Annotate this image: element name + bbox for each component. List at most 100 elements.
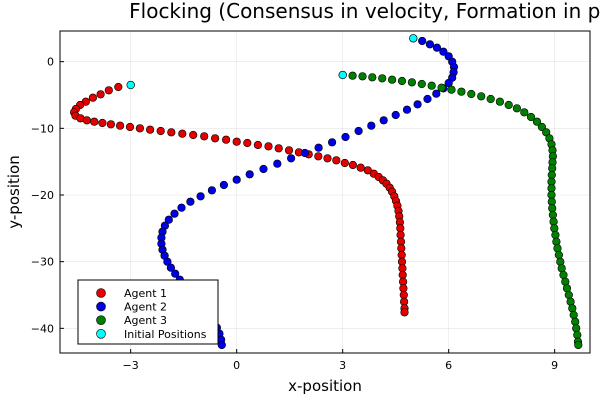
y-tick-label: −10 <box>31 122 54 135</box>
data-point <box>232 137 241 146</box>
y-tick-label: −20 <box>31 189 54 202</box>
data-point <box>557 264 566 273</box>
series-2 <box>157 34 459 350</box>
data-point <box>432 89 441 98</box>
data-point <box>284 146 294 155</box>
data-point <box>423 94 432 104</box>
data-point <box>211 134 220 143</box>
data-point <box>259 164 268 174</box>
data-point <box>106 120 115 129</box>
data-point <box>200 132 209 141</box>
data-point <box>358 72 367 81</box>
legend-marker <box>96 315 106 326</box>
data-point <box>427 81 436 90</box>
data-point <box>559 270 568 280</box>
data-point <box>253 140 262 150</box>
x-tick-label: 3 <box>339 359 346 372</box>
data-point <box>391 110 400 120</box>
data-point <box>526 112 536 122</box>
y-tick-label: −30 <box>31 256 54 269</box>
series-3 <box>338 70 583 350</box>
data-point <box>556 257 565 266</box>
data-point <box>368 73 377 82</box>
data-point <box>196 192 205 201</box>
x-tick-label: −3 <box>123 359 139 372</box>
data-point <box>207 186 216 195</box>
y-tick-label: −40 <box>31 322 54 335</box>
legend-label: Agent 3 <box>124 314 167 327</box>
data-point <box>341 132 350 142</box>
data-point <box>189 130 198 140</box>
legend-label: Agent 1 <box>124 287 167 300</box>
data-point <box>82 116 91 125</box>
data-point <box>425 40 435 49</box>
data-point <box>314 152 323 161</box>
data-point <box>568 304 577 313</box>
data-points <box>69 34 583 350</box>
series-1 <box>69 80 409 317</box>
data-point <box>379 116 388 125</box>
data-point <box>219 180 228 190</box>
data-point <box>439 47 448 56</box>
data-point <box>495 97 505 106</box>
data-point <box>90 117 99 126</box>
data-point <box>551 230 560 240</box>
data-point <box>378 74 387 83</box>
data-point <box>245 170 254 179</box>
legend-marker <box>96 288 106 298</box>
data-point <box>167 128 176 137</box>
data-point <box>114 82 123 92</box>
data-point <box>477 92 486 101</box>
data-point <box>418 36 427 46</box>
data-point <box>323 154 332 163</box>
data-point <box>413 100 422 109</box>
data-point <box>572 324 581 333</box>
legend-marker <box>96 301 106 312</box>
legend-label: Initial Positions <box>124 328 207 341</box>
data-point <box>232 175 241 184</box>
data-point <box>554 250 564 260</box>
data-point <box>178 129 187 138</box>
data-point <box>520 108 529 117</box>
data-point <box>264 142 273 151</box>
data-point <box>96 90 105 99</box>
data-point <box>332 156 341 165</box>
data-point <box>164 215 173 224</box>
data-point <box>417 79 426 89</box>
series-4 <box>126 34 418 90</box>
data-point <box>467 89 476 99</box>
data-point <box>126 80 135 90</box>
data-point <box>562 284 572 293</box>
data-point <box>243 138 252 148</box>
data-point <box>287 154 296 163</box>
data-point <box>569 310 578 320</box>
data-point <box>328 138 337 147</box>
data-point <box>340 158 349 168</box>
data-point <box>532 117 542 126</box>
data-point <box>432 43 442 52</box>
data-point <box>574 340 583 350</box>
data-point <box>504 100 513 110</box>
data-point <box>98 118 107 128</box>
x-tick-label: 0 <box>233 359 240 372</box>
data-point <box>125 122 135 132</box>
data-point <box>348 160 358 170</box>
data-point <box>388 75 397 84</box>
data-point <box>166 263 175 272</box>
data-point <box>367 121 376 130</box>
x-tick-label: 6 <box>445 359 452 372</box>
data-point <box>437 83 446 92</box>
data-point <box>397 76 407 86</box>
data-point <box>348 71 357 80</box>
data-point <box>338 70 347 80</box>
data-point <box>146 125 155 134</box>
data-point <box>537 122 547 132</box>
data-point <box>407 78 417 87</box>
data-point <box>356 163 365 172</box>
data-point <box>88 93 97 102</box>
data-point <box>104 86 113 95</box>
chart-title: Flocking (Consensus in velocity, Formati… <box>129 0 600 23</box>
data-point <box>550 224 559 233</box>
data-point <box>170 209 179 218</box>
